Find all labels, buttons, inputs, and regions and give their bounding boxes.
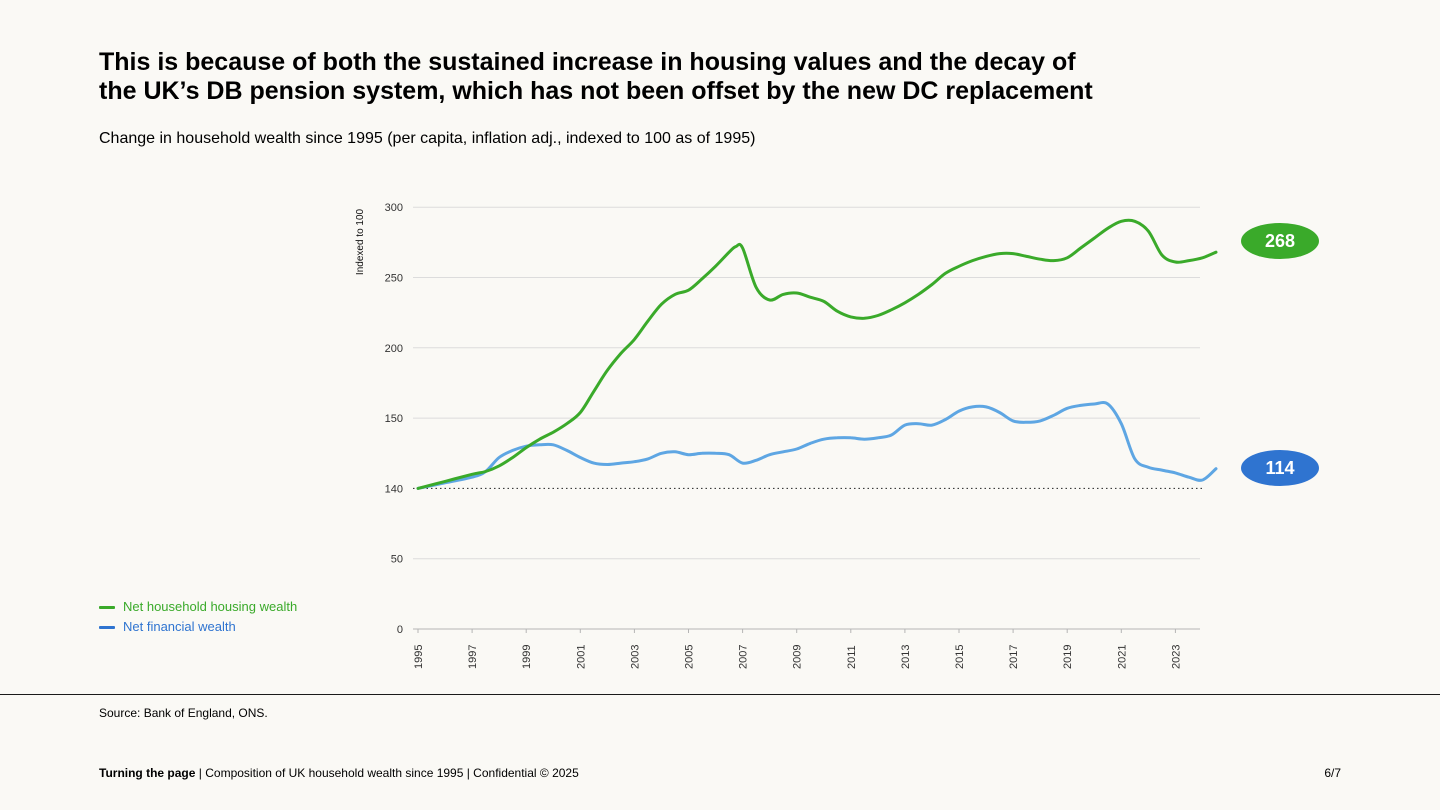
footer-text: Turning the page | Composition of UK hou… <box>99 766 579 780</box>
footer-details: | Composition of UK household wealth sin… <box>195 766 579 780</box>
x-tick-label: 2003 <box>629 645 641 669</box>
x-tick-label: 2013 <box>900 645 912 669</box>
source-note: Source: Bank of England, ONS. <box>99 706 268 720</box>
x-tick-label: 1995 <box>413 645 425 669</box>
x-tick-label: 1997 <box>467 645 479 669</box>
x-tick-label: 2009 <box>792 645 804 669</box>
x-tick-label: 2021 <box>1116 645 1128 669</box>
y-tick-label: 200 <box>385 343 403 355</box>
legend-swatch-financial <box>99 625 115 629</box>
slide-title: This is because of both the sustained in… <box>99 48 1299 106</box>
y-tick-label: 300 <box>385 202 403 214</box>
y-axis-title: Indexed to 100 <box>355 208 366 275</box>
x-tick-label: 2017 <box>1008 645 1020 669</box>
end-value-badge-financial <box>1241 450 1319 486</box>
chart-subtitle: Change in household wealth since 1995 (p… <box>99 130 756 147</box>
x-tick-label: 2005 <box>684 645 696 669</box>
legend-label-financial: Net financial wealth <box>123 619 236 634</box>
end-value-badge-housing <box>1241 223 1319 259</box>
x-tick-label: 2023 <box>1170 645 1182 669</box>
y-tick-label: 140 <box>385 483 403 495</box>
x-tick-label: 2015 <box>954 645 966 669</box>
y-tick-label: 50 <box>391 554 403 566</box>
slide-title-line-1: This is because of both the sustained in… <box>99 48 1076 76</box>
legend-label-housing: Net household housing wealth <box>123 599 298 614</box>
end-value-label-financial: 114 <box>1265 458 1294 478</box>
footer-report-name: Turning the page <box>99 766 196 780</box>
legend-item-financial: Net financial wealth <box>99 617 297 637</box>
slide-title-line-2: the UK’s DB pension system, which has no… <box>99 77 1093 105</box>
y-tick-label: 0 <box>397 624 403 636</box>
page-number: 6/7 <box>1324 766 1341 780</box>
chart-legend: Net household housing wealth Net financi… <box>99 597 297 637</box>
x-tick-label: 2019 <box>1062 645 1074 669</box>
line-chart: 0 50 140 150 200 250 300 Indexed to 100 1995 1997… <box>355 202 1319 669</box>
y-tick-label: 150 <box>385 413 403 425</box>
x-tick-label: 2007 <box>738 645 750 669</box>
series-line-housing <box>416 218 1218 490</box>
end-value-label-housing: 268 <box>1265 231 1295 251</box>
x-tick-label: 1999 <box>521 645 533 669</box>
x-tick-label: 2001 <box>575 645 587 669</box>
x-tick-label: 2011 <box>846 645 858 669</box>
y-tick-label: 250 <box>385 273 403 285</box>
legend-swatch-housing <box>99 605 115 609</box>
series-line-financial <box>416 401 1218 490</box>
legend-item-housing: Net household housing wealth <box>99 597 297 617</box>
footer-divider <box>0 694 1440 695</box>
